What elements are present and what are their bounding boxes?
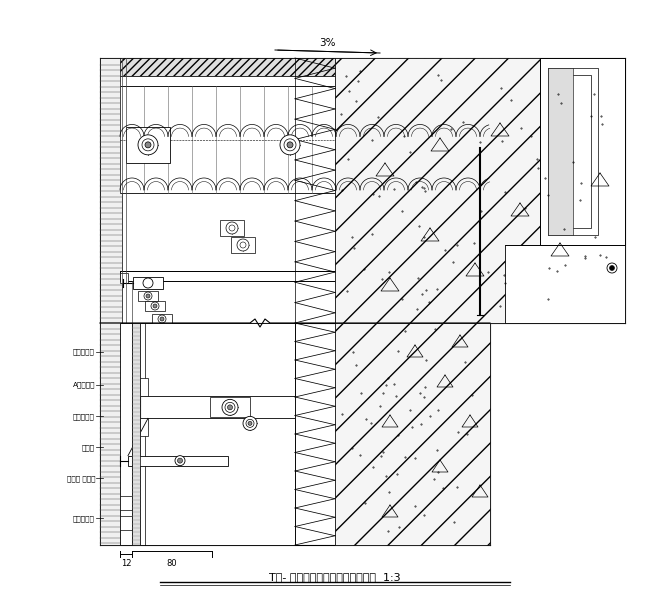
Bar bbox=[152, 314, 172, 324]
Bar bbox=[120, 271, 490, 281]
Circle shape bbox=[609, 265, 615, 270]
Circle shape bbox=[175, 455, 185, 466]
Bar bbox=[140, 418, 148, 436]
Circle shape bbox=[229, 225, 235, 231]
Circle shape bbox=[143, 278, 153, 288]
Text: 幕墙竖龙骨: 幕墙竖龙骨 bbox=[73, 515, 95, 522]
Bar bbox=[120, 496, 132, 510]
Circle shape bbox=[607, 263, 617, 273]
Bar bbox=[335, 58, 625, 323]
Bar bbox=[133, 277, 163, 289]
Circle shape bbox=[240, 242, 246, 248]
Bar bbox=[540, 58, 625, 245]
Circle shape bbox=[225, 402, 235, 413]
Circle shape bbox=[284, 139, 296, 151]
Bar bbox=[548, 68, 598, 235]
Circle shape bbox=[243, 416, 257, 430]
Bar bbox=[335, 323, 490, 545]
Circle shape bbox=[287, 142, 293, 148]
Bar bbox=[231, 237, 255, 253]
Circle shape bbox=[280, 135, 300, 155]
Bar bbox=[145, 301, 165, 311]
Circle shape bbox=[246, 419, 254, 427]
Circle shape bbox=[145, 142, 151, 148]
Circle shape bbox=[178, 458, 183, 463]
Bar bbox=[138, 291, 158, 301]
Bar bbox=[120, 273, 128, 283]
Bar bbox=[220, 220, 244, 236]
Text: 幕墙横龙骨: 幕墙横龙骨 bbox=[73, 349, 95, 355]
Circle shape bbox=[138, 135, 158, 155]
Circle shape bbox=[144, 292, 152, 300]
Text: 80: 80 bbox=[166, 559, 177, 568]
Circle shape bbox=[226, 222, 238, 234]
Text: A型墙固件: A型墙固件 bbox=[72, 382, 95, 389]
Bar bbox=[140, 378, 148, 397]
Circle shape bbox=[222, 399, 238, 416]
Bar bbox=[120, 323, 295, 545]
Circle shape bbox=[237, 239, 249, 251]
Bar bbox=[140, 397, 295, 418]
Bar bbox=[126, 127, 170, 163]
Bar bbox=[120, 516, 132, 530]
Bar bbox=[210, 397, 250, 417]
Circle shape bbox=[146, 294, 150, 298]
Text: 密封胶: 密封胶 bbox=[82, 444, 95, 451]
Circle shape bbox=[151, 302, 159, 310]
Circle shape bbox=[153, 304, 157, 308]
Bar bbox=[505, 245, 625, 323]
Bar bbox=[120, 58, 520, 76]
Circle shape bbox=[248, 421, 252, 425]
Text: 12: 12 bbox=[121, 559, 132, 568]
Bar bbox=[548, 68, 573, 235]
Bar bbox=[556, 75, 591, 228]
Bar bbox=[132, 323, 140, 545]
Bar bbox=[128, 455, 228, 466]
Circle shape bbox=[142, 139, 154, 151]
Bar bbox=[120, 76, 520, 86]
Circle shape bbox=[158, 315, 166, 323]
Text: 3%: 3% bbox=[319, 38, 336, 48]
Circle shape bbox=[227, 405, 232, 410]
Text: 不锈钢 型挂件: 不锈钢 型挂件 bbox=[66, 475, 95, 482]
Bar bbox=[120, 86, 490, 193]
Text: T型- 陶瓷幕墙与窗上推边收口节点  1:3: T型- 陶瓷幕墙与窗上推边收口节点 1:3 bbox=[269, 572, 401, 582]
Circle shape bbox=[160, 317, 164, 321]
Text: 平头钢螺旋: 平头钢螺旋 bbox=[73, 413, 95, 419]
Bar bbox=[100, 58, 122, 545]
